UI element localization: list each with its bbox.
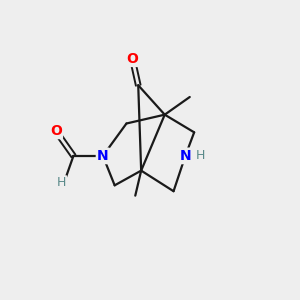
Text: N: N: [179, 149, 191, 163]
Text: H: H: [57, 176, 66, 189]
Text: O: O: [126, 52, 138, 66]
Text: O: O: [50, 124, 62, 138]
Text: N: N: [97, 149, 109, 163]
Text: H: H: [196, 149, 205, 162]
